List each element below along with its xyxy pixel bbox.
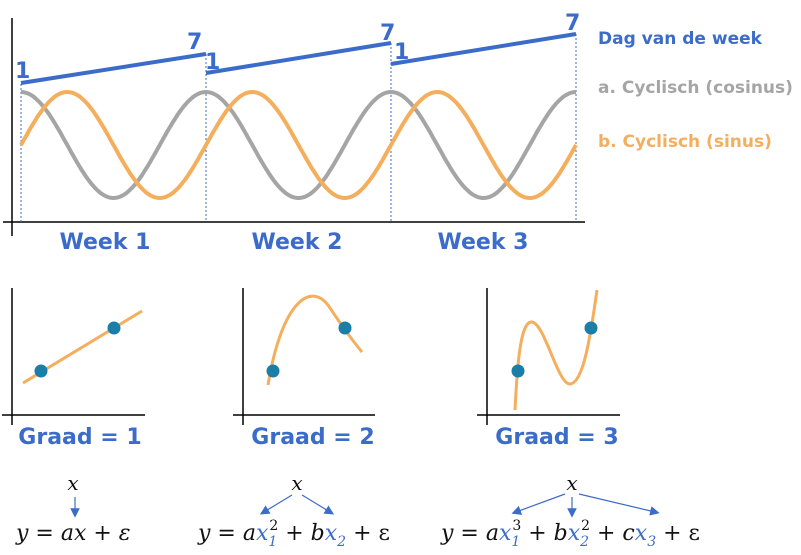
day-number: 7 <box>187 30 202 55</box>
equation-text: y = ax + ε <box>15 521 131 546</box>
data-point <box>107 321 121 335</box>
sine-curve <box>19 89 578 201</box>
legend: Dag van de week a. Cyclisch (cosinus) b.… <box>598 29 793 152</box>
week-labels: Week 1 Week 2 Week 3 <box>60 230 529 255</box>
legend-sine: b. Cyclisch (sinus) <box>598 132 772 152</box>
week-label: Week 1 <box>60 230 151 255</box>
data-point <box>584 321 598 335</box>
degree-label: Graad = 3 <box>495 425 618 450</box>
day-number: 1 <box>394 40 409 65</box>
data-point <box>338 321 352 335</box>
input-var: x <box>67 471 78 495</box>
top-chart-axes <box>3 18 585 236</box>
degree-3-plot: Graad = 3 <box>477 288 620 450</box>
equation-text: y = ax12 + bx2 + ε <box>197 518 390 550</box>
equation-1: x y = ax + ε <box>15 471 131 546</box>
day-number: 1 <box>205 50 220 75</box>
day-numbers: 1 7 1 7 1 7 <box>15 11 580 84</box>
equation-text: y = ax13 + bx22 + cx3 + ε <box>440 518 700 550</box>
degree-label: Graad = 2 <box>251 425 374 450</box>
week-label: Week 3 <box>438 230 529 255</box>
day-number: 1 <box>15 59 30 84</box>
degree-2-plot: Graad = 2 <box>233 288 375 450</box>
equation-3: x y = ax13 + bx22 + cx3 + ε <box>440 471 700 550</box>
data-point <box>266 364 280 378</box>
fit-curve <box>513 289 599 411</box>
cosine-curve <box>20 89 577 201</box>
day-number: 7 <box>565 11 580 36</box>
data-point <box>511 364 525 378</box>
legend-cosine: a. Cyclisch (cosinus) <box>598 78 793 98</box>
degree-label: Graad = 1 <box>18 425 141 450</box>
day-of-week-ramps <box>20 32 577 85</box>
input-var: x <box>291 471 302 495</box>
week-separators <box>20 34 577 222</box>
input-var: x <box>566 471 577 495</box>
week-label: Week 2 <box>252 230 343 255</box>
equation-2: x y = ax12 + bx2 + ε <box>197 471 390 550</box>
degree-1-plot: Graad = 1 <box>2 288 145 450</box>
fit-curve <box>266 294 364 386</box>
data-point <box>34 364 48 378</box>
legend-day-of-week: Dag van de week <box>598 29 763 49</box>
day-number: 7 <box>380 21 395 46</box>
